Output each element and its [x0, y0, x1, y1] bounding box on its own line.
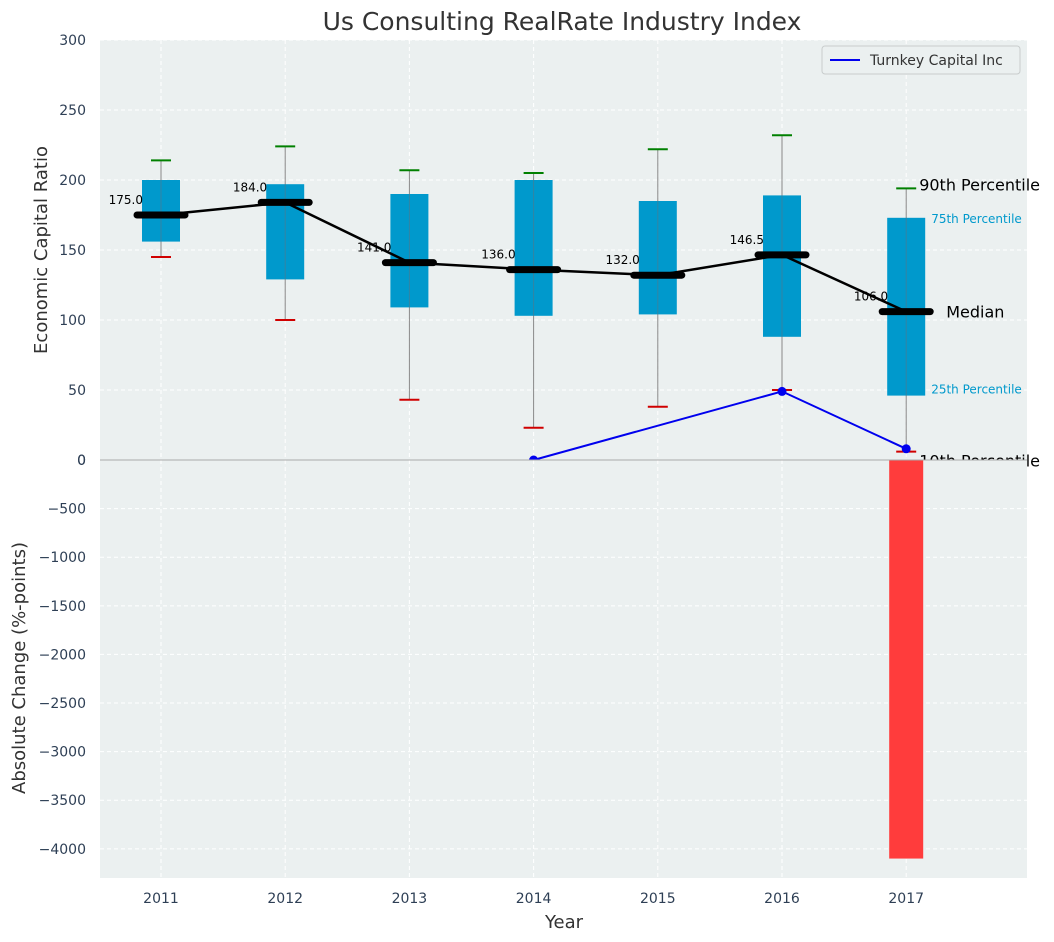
bottom-y-tick-label: −3000: [39, 745, 86, 761]
median-value-label: 132.0: [605, 253, 639, 267]
bottom-y-tick-label: −2000: [39, 647, 86, 663]
top-y-tick-label: 300: [59, 33, 86, 49]
bottom-y-tick-label: −1000: [39, 550, 86, 566]
x-tick-label: 2015: [640, 891, 676, 907]
legend-entry-turnkey: Turnkey Capital Inc: [869, 53, 1003, 69]
top-y-tick-label: 50: [68, 383, 86, 399]
annotation-p75: 75th Percentile: [931, 212, 1022, 226]
top-y-tick-label: 250: [59, 103, 86, 119]
x-tick-label: 2011: [143, 891, 179, 907]
top-y-tick-label: 150: [59, 243, 86, 259]
bottom-y-tick-label: −3500: [39, 793, 86, 809]
box-2016: [763, 134, 801, 391]
top-panel: 0 50 100 150 200 250 300 175.0 184.0 141.0 136.0 13…: [59, 33, 1040, 471]
median-value-label: 146.5: [730, 233, 764, 247]
median-value-label: 141.0: [357, 241, 391, 255]
x-tick-label: 2013: [392, 891, 428, 907]
top-y-tick-label: 200: [59, 173, 86, 189]
median-value-label: 106.0: [854, 290, 888, 304]
annotation-p25: 25th Percentile: [931, 383, 1022, 397]
bottom-y-axis-title: Absolute Change (%-points): [9, 542, 30, 794]
top-y-tick-label: 100: [59, 313, 86, 329]
legend-box: [821, 45, 1021, 75]
box-2014: [514, 172, 553, 429]
box-2013: [390, 169, 429, 401]
bottom-plot-area: [100, 460, 1027, 878]
chart-title: Us Consulting RealRate Industry Index: [323, 7, 802, 36]
median-value-label: 184.0: [233, 180, 267, 194]
x-tick-label: 2016: [764, 891, 800, 907]
box-2011: [142, 159, 180, 258]
median-value-label: 136.0: [481, 248, 515, 262]
company-point: [777, 386, 787, 396]
x-tick-label: 2012: [267, 891, 303, 907]
bottom-y-tick-label: −2500: [39, 696, 86, 712]
top-y-tick-label: 0: [77, 453, 86, 469]
bottom-y-tick-label: −500: [48, 502, 86, 518]
x-tick-label: 2014: [516, 891, 552, 907]
x-axis-title: Year: [544, 912, 584, 933]
company-point: [901, 444, 911, 454]
legend: Turnkey Capital Inc: [821, 45, 1021, 75]
annotation-median: Median: [946, 303, 1004, 322]
bottom-panel: 0 −500 −1000 −1500 −2000 −2500 −3000 −3500 −4000…: [39, 453, 1027, 907]
bottom-y-tick-label: −1500: [39, 599, 86, 615]
change-bar-2017: [889, 460, 924, 859]
x-tick-label: 2017: [888, 891, 924, 907]
median-value-label: 175.0: [109, 193, 143, 207]
bottom-y-tick-label: 0: [77, 453, 86, 469]
annotation-p90: 90th Percentile: [919, 175, 1040, 194]
top-y-axis-title: Economic Capital Ratio: [31, 146, 52, 354]
bottom-y-tick-label: −4000: [39, 842, 86, 858]
